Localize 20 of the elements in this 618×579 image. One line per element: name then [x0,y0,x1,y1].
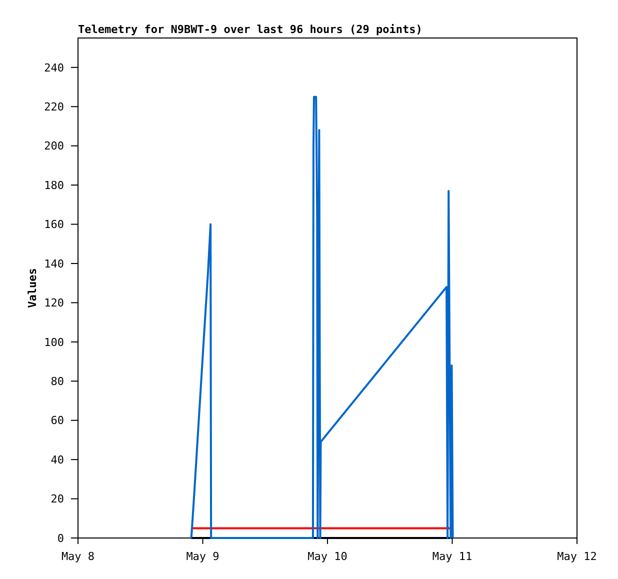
y-axis-title: Values [26,268,39,308]
x-tick-label: May 8 [61,550,95,563]
y-tick-label: 40 [50,453,64,466]
x-tick-label: May 11 [432,550,472,563]
chart-title: Telemetry for N9BWT-9 over last 96 hours (29 points) [78,23,422,36]
y-tick-label: 160 [44,218,64,232]
y-tick-label: 60 [50,414,64,428]
x-tick-label: May 10 [308,550,348,563]
y-tick-label: 20 [50,492,64,506]
y-tick-label: 220 [44,100,64,114]
y-tick-label: 0 [57,532,64,545]
y-tick-label: 80 [50,374,64,388]
x-tick-label: May 12 [557,550,597,563]
y-tick-label: 140 [44,257,64,270]
y-tick-label: 240 [44,61,64,74]
y-tick-label: 120 [44,296,64,310]
y-tick-label: 180 [44,178,64,192]
x-tick-label: May 9 [186,550,220,563]
y-tick-label: 100 [44,336,64,349]
y-tick-label: 200 [44,140,64,153]
